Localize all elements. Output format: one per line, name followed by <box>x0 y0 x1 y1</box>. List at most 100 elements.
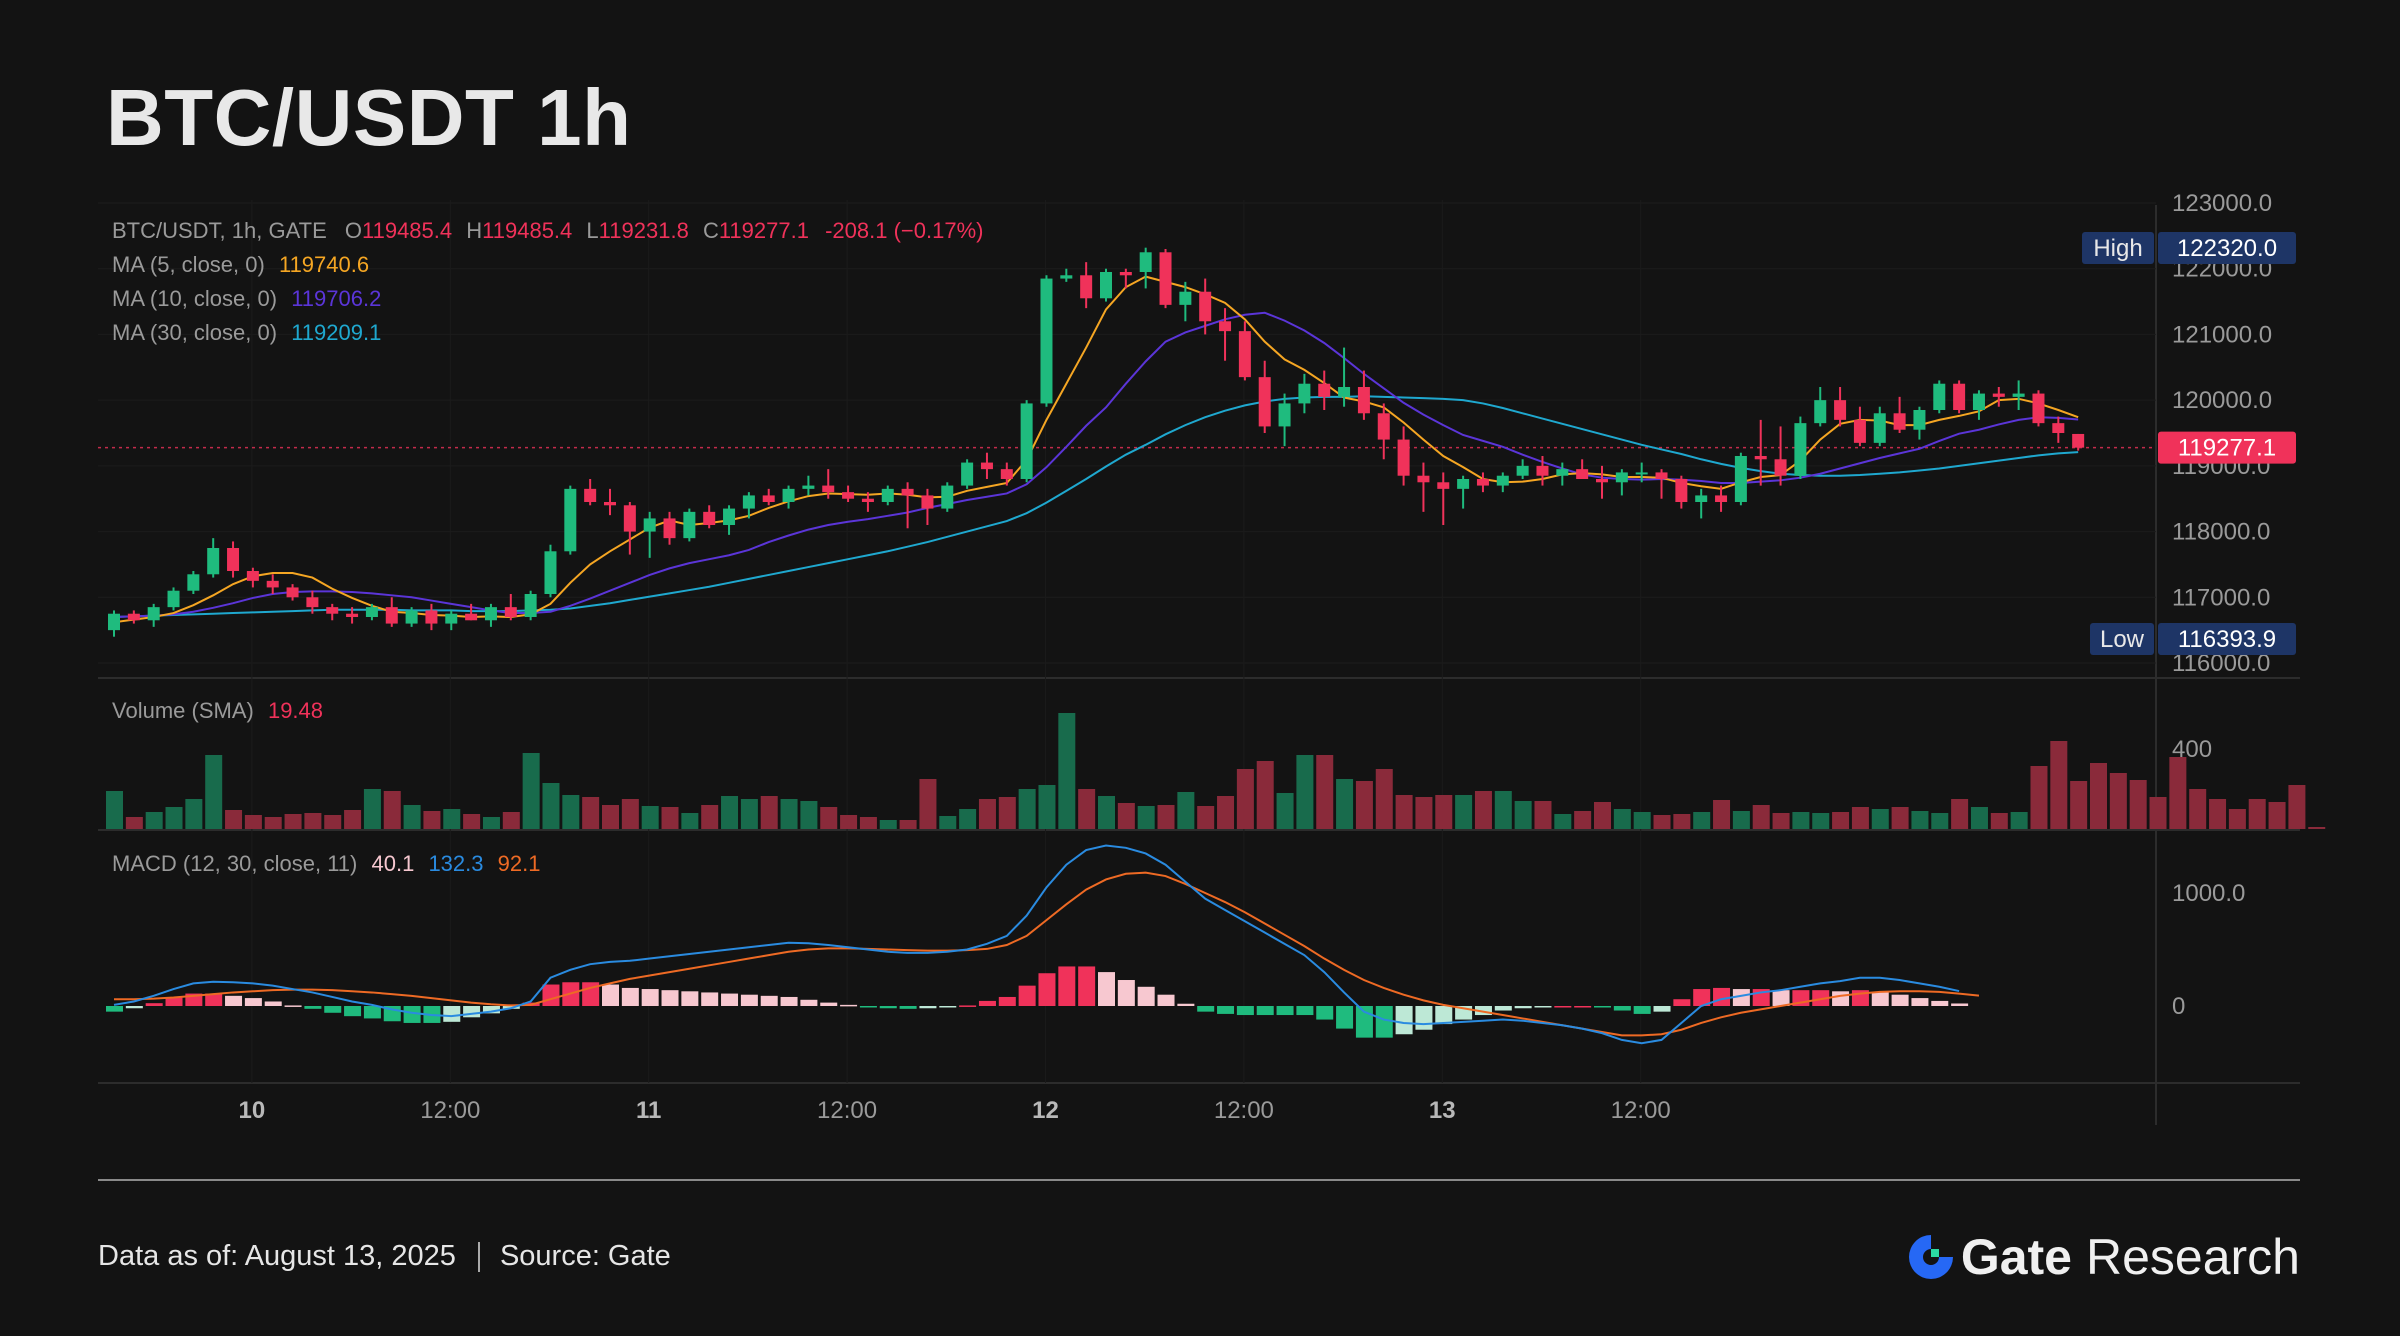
candle-body <box>147 607 160 621</box>
volume-bar <box>1713 800 1731 829</box>
volume-bar <box>264 817 282 829</box>
macd-histogram-bar <box>1633 1006 1651 1014</box>
macd-histogram-bar <box>1415 1006 1433 1030</box>
macd-histogram-bar <box>1157 994 1175 1006</box>
candle-body <box>1814 400 1827 424</box>
volume-bar <box>1990 813 2008 829</box>
volume-bar <box>621 799 639 829</box>
volume-bar <box>522 753 540 829</box>
volume-bar <box>2050 741 2068 829</box>
volume-bar <box>1871 809 1889 829</box>
macd-histogram-bar <box>780 996 798 1006</box>
close-label: C <box>702 218 719 243</box>
time-tick-label: 10 <box>239 1097 266 1124</box>
high-badge-label: High <box>2093 235 2142 262</box>
candle-body <box>1159 252 1172 305</box>
volume-bar <box>185 799 203 829</box>
macd-histogram-bar <box>106 1006 123 1012</box>
macd-histogram-bar <box>1395 1006 1413 1035</box>
candle-body <box>365 607 378 617</box>
ma30-legend: MA (30, close, 0) 119209.1 <box>112 320 381 346</box>
macd-histogram-bar <box>1713 987 1731 1006</box>
volume-bar <box>2010 812 2028 829</box>
low-value: 119231.8 <box>598 218 689 243</box>
volume-bar <box>304 813 322 829</box>
candle-body <box>1119 272 1132 276</box>
macd-histogram-bar <box>721 993 739 1006</box>
candle-body <box>1873 413 1886 443</box>
candle-body <box>1357 387 1370 414</box>
candle-body <box>1060 275 1073 279</box>
volume-bar <box>463 814 481 829</box>
candle-body <box>524 594 537 617</box>
macd-histogram-bar <box>1574 1006 1592 1008</box>
volume-bar <box>403 805 421 829</box>
ma10-legend: MA (10, close, 0) 119706.2 <box>112 286 381 312</box>
candle-body <box>1199 291 1212 322</box>
volume-bar <box>363 789 381 829</box>
volume-bar <box>1078 789 1096 829</box>
candle-body <box>286 587 299 598</box>
candle-body <box>1695 495 1708 502</box>
macd-histogram-bar <box>1256 1006 1274 1016</box>
volume-bar <box>661 807 679 829</box>
volume-bar <box>1117 803 1135 829</box>
volume-bar <box>641 806 659 829</box>
volume-bar <box>1792 812 1810 829</box>
high-label: H <box>466 218 483 243</box>
candle-body <box>881 488 894 502</box>
macd-histogram-bar <box>1296 1006 1314 1016</box>
volume-bar <box>1058 713 1076 829</box>
macd-line <box>113 844 1960 1045</box>
candle-body <box>1992 393 2005 397</box>
ma10-line <box>113 311 2079 618</box>
candle-body <box>1536 465 1549 476</box>
volume-bar <box>2169 757 2187 829</box>
candle-body <box>1278 403 1291 427</box>
macd-histogram-bar <box>324 1006 342 1013</box>
volume-bar <box>1474 791 1492 829</box>
candle-body <box>901 488 914 496</box>
candle-body <box>306 597 319 608</box>
macd-histogram-bar <box>1772 990 1790 1006</box>
volume-bar <box>978 799 996 829</box>
candle-body <box>961 462 974 486</box>
macd-histogram-bar <box>800 999 818 1006</box>
volume-bar <box>1633 812 1651 829</box>
symbol-label: BTC/USDT, 1h, GATE <box>112 218 327 243</box>
candle-body <box>1238 331 1251 378</box>
volume-bar <box>1772 813 1790 829</box>
high-badge-value-bg <box>2158 232 2296 264</box>
macd-histogram-bar <box>1554 1006 1572 1008</box>
candle-body <box>484 607 497 621</box>
volume-bar <box>284 814 302 829</box>
volume-bar <box>2149 797 2167 829</box>
macd-histogram-bar <box>1474 1006 1492 1016</box>
brand-gate: Gate <box>1960 1229 2072 1285</box>
candle-body <box>227 548 240 571</box>
low-badge-label-bg <box>2090 623 2154 655</box>
candle-body <box>822 485 835 493</box>
volume-bar <box>780 799 798 829</box>
candle-body <box>266 580 279 588</box>
candle-body <box>1258 377 1271 427</box>
volume-bar <box>1832 812 1850 829</box>
macd-histogram-bar <box>1276 1006 1294 1016</box>
volume-bar <box>800 801 818 829</box>
chart-canvas[interactable]: 123000.0122000.0121000.0120000.0119000.0… <box>0 0 2400 1170</box>
macd-histogram-bar <box>284 1005 302 1007</box>
ma10-label: MA (10, close, 0) <box>112 286 278 311</box>
candle-body <box>1953 383 1966 410</box>
candle-body <box>1615 472 1628 483</box>
macd-histogram-bar <box>1375 1006 1393 1038</box>
volume-bar <box>2189 789 2207 829</box>
macd-histogram-bar <box>205 993 223 1006</box>
volume-bar <box>1970 807 1988 829</box>
volume-bar <box>1574 811 1592 829</box>
volume-bar <box>1752 805 1770 829</box>
candle-body <box>445 613 458 624</box>
macd-histogram-bar <box>959 1005 977 1007</box>
volume-bar <box>125 817 143 829</box>
time-tick-label: 11 <box>636 1097 661 1124</box>
candle-body <box>1655 472 1668 479</box>
